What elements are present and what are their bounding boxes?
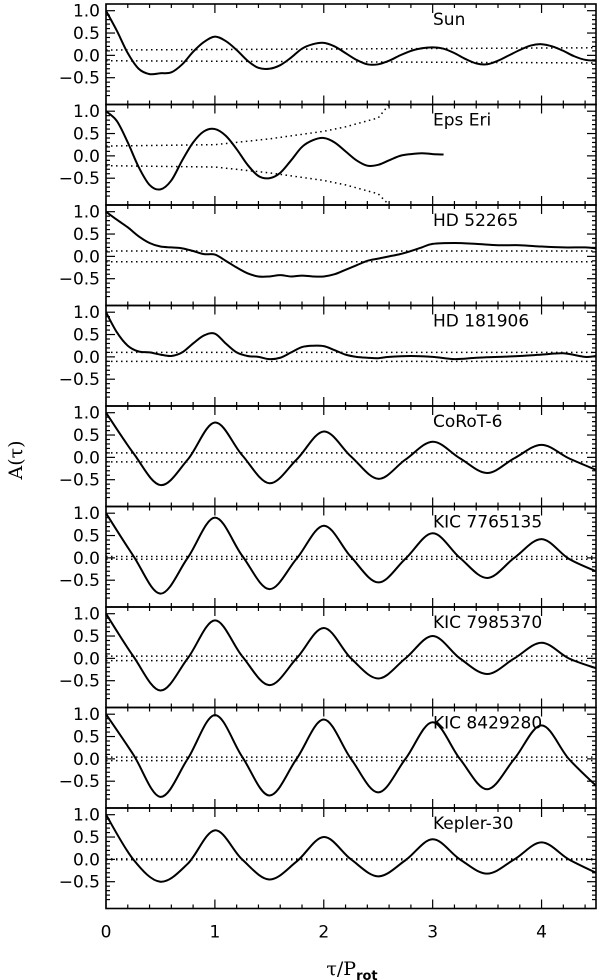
acf-curve bbox=[106, 210, 596, 278]
x-axis-label-subscript: rot bbox=[356, 969, 378, 980]
panel-label: KIC 7985370 bbox=[433, 613, 542, 633]
panel-frame bbox=[105, 3, 597, 106]
acf-curve bbox=[106, 713, 596, 798]
y-tick-label: 0.5 bbox=[73, 326, 100, 346]
y-tick-label: 0.5 bbox=[73, 225, 100, 245]
acf-curve bbox=[106, 512, 596, 595]
y-tick-label: 1.0 bbox=[73, 203, 100, 223]
y-tick-label: 0.0 bbox=[73, 448, 100, 468]
y-tick-label: 1.0 bbox=[73, 705, 100, 725]
panel-label: Sun bbox=[433, 10, 465, 30]
y-tick-label: −0.5 bbox=[59, 772, 100, 792]
panel-label: HD 52265 bbox=[433, 211, 518, 231]
y-tick-label: −0.5 bbox=[59, 873, 100, 893]
acf-curve bbox=[106, 311, 596, 361]
acf-curve bbox=[106, 613, 596, 692]
y-tick-label: 0.0 bbox=[73, 247, 100, 267]
x-tick-label: 3 bbox=[427, 923, 438, 943]
panel-hd-52265: 1.00.50.0 −0.5 HD 52265 bbox=[59, 203, 597, 307]
panel-frame bbox=[105, 103, 597, 206]
y-tick-label: 0.5 bbox=[73, 728, 100, 748]
y-tick-label: −0.5 bbox=[59, 69, 100, 89]
panel-hd-181906: 1.0 0.50.0−0.5 HD 181906 bbox=[59, 303, 597, 407]
x-tick-label: 2 bbox=[318, 923, 329, 943]
x-axis-label-main: τ/P bbox=[326, 958, 356, 980]
x-axis-label: τ/Prot bbox=[326, 958, 377, 980]
panel-label: CoRoT-6 bbox=[433, 412, 503, 432]
panel-eps-eri: 1.0 0.50.0−0.5 Eps Eri bbox=[59, 102, 597, 206]
confidence-upper-line bbox=[106, 47, 596, 51]
panel-label: KIC 7765135 bbox=[433, 513, 542, 533]
panel-label: HD 181906 bbox=[433, 312, 529, 332]
panel-label: Kepler-30 bbox=[433, 814, 513, 834]
y-tick-label: 1.0 bbox=[73, 806, 100, 826]
panel-frame bbox=[105, 204, 597, 307]
y-tick-label: −0.5 bbox=[59, 571, 100, 591]
panel-label: KIC 8429280 bbox=[433, 714, 542, 734]
acf-curve bbox=[106, 412, 596, 487]
y-tick-label: 0.0 bbox=[73, 850, 100, 870]
acf-curve bbox=[106, 10, 596, 76]
x-tick-label: 4 bbox=[536, 923, 547, 943]
panel-corot-6: 1.00.50.0 −0.5 CoRoT-6 bbox=[59, 404, 597, 508]
panel-kic-7765135: 1.0 0.50.0−0.5 KIC 7765135 bbox=[59, 504, 597, 608]
y-tick-label: 0.5 bbox=[73, 527, 100, 547]
y-tick-label: 0.0 bbox=[73, 348, 100, 368]
y-tick-label: 1.0 bbox=[73, 303, 100, 323]
y-tick-label: 0.0 bbox=[73, 750, 100, 770]
y-tick-label: 0.0 bbox=[73, 649, 100, 669]
y-tick-label: 1.0 bbox=[73, 2, 100, 22]
y-tick-label: 0.0 bbox=[73, 46, 100, 66]
x-tick-label: 1 bbox=[209, 923, 220, 943]
acf-curve bbox=[106, 814, 596, 883]
y-tick-label: −0.5 bbox=[59, 471, 100, 491]
y-tick-label: 0.0 bbox=[73, 549, 100, 569]
x-tick-label: 0 bbox=[101, 923, 112, 943]
y-tick-label: 1.0 bbox=[73, 605, 100, 625]
y-tick-label: 0.5 bbox=[73, 24, 100, 44]
panel-sun: 1.00.50.0 −0.5 Sun bbox=[59, 2, 597, 106]
x-axis: 0 1 2 3 4 bbox=[101, 923, 547, 943]
panel-kepler-30: 1.00.50.0 −0.5 Kepler-30 bbox=[59, 806, 597, 910]
y-tick-label: 0.5 bbox=[73, 828, 100, 848]
panel-kic-8429280: 1.0 0.50.0−0.5 KIC 8429280 bbox=[59, 705, 597, 809]
y-tick-label: −0.5 bbox=[59, 270, 100, 290]
panel-kic-7985370: 1.00.50.0 −0.5 KIC 7985370 bbox=[59, 605, 597, 709]
y-tick-label: −0.5 bbox=[59, 169, 100, 189]
panel-label: Eps Eri bbox=[433, 111, 491, 131]
y-tick-label: 1.0 bbox=[73, 404, 100, 424]
y-tick-label: 0.5 bbox=[73, 125, 100, 145]
confidence-lower-line bbox=[106, 59, 596, 64]
y-tick-label: 1.0 bbox=[73, 102, 100, 122]
acf-curve bbox=[106, 110, 444, 191]
confidence-lower-line bbox=[106, 164, 390, 205]
y-tick-label: 0.5 bbox=[73, 627, 100, 647]
y-tick-label: 1.0 bbox=[73, 504, 100, 524]
y-tick-label: −0.5 bbox=[59, 370, 100, 390]
y-axis-label: A(τ) bbox=[5, 440, 27, 480]
y-tick-label: 0.5 bbox=[73, 426, 100, 446]
y-tick-label: −0.5 bbox=[59, 672, 100, 692]
y-tick-label: 0.0 bbox=[73, 147, 100, 167]
confidence-upper-line bbox=[106, 104, 390, 147]
